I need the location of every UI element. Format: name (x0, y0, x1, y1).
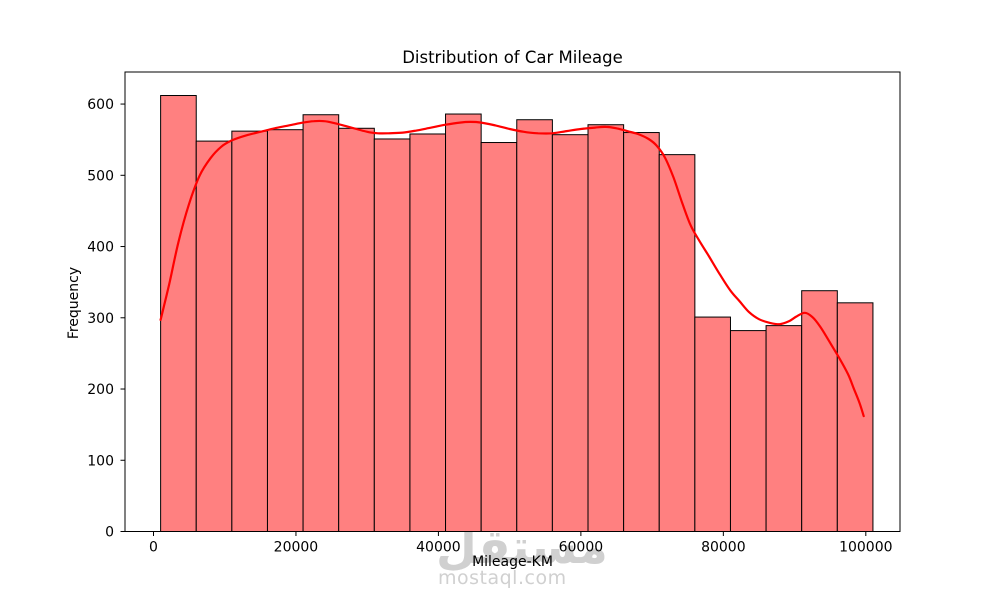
x-tick-label: 100000 (839, 540, 892, 556)
chart-title: Distribution of Car Mileage (402, 48, 623, 67)
x-tick-label: 40000 (416, 540, 461, 556)
histogram-bar (836, 302, 874, 532)
histogram-bar (480, 142, 518, 532)
x-tick-label: 0 (149, 540, 158, 556)
histogram-bars (160, 95, 874, 533)
histogram-bar (373, 138, 411, 532)
y-tick-label: 100 (87, 453, 114, 469)
y-axis-label: Frequency (66, 267, 82, 339)
histogram-bar (338, 127, 375, 532)
histogram-bar (516, 119, 553, 532)
histogram-bar (266, 129, 304, 532)
x-axis-label: Mileage-KM (472, 554, 553, 570)
y-tick-label: 0 (105, 525, 114, 541)
kde-curve (159, 119, 865, 418)
y-tick-label: 200 (87, 382, 114, 398)
histogram-bar (658, 154, 696, 532)
histogram-bar (445, 113, 482, 532)
y-tick-label: 500 (87, 168, 114, 184)
x-tick-label: 80000 (701, 540, 746, 556)
x-tick-label: 20000 (274, 540, 319, 556)
y-tick-label: 600 (87, 97, 114, 113)
axes-frame (124, 71, 901, 532)
histogram-bar (409, 133, 447, 532)
tick-marks (120, 103, 867, 536)
y-tick-label: 400 (87, 240, 114, 256)
x-tick-label: 60000 (559, 540, 604, 556)
tick-labels: 0 20000 40000 60000 80000 100000 0 100 200 300 400… (87, 97, 892, 555)
histogram-bar (765, 325, 803, 532)
mostaql-domain-text: mostaql.com (438, 567, 567, 589)
histogram-bar (231, 130, 268, 532)
histogram-bar (623, 132, 660, 533)
histogram-bar (160, 95, 197, 532)
histogram-bar (694, 316, 731, 532)
histogram-bar (587, 124, 625, 532)
histogram-bar (551, 134, 589, 532)
histogram-bar (195, 140, 233, 532)
histogram-bar (729, 330, 767, 532)
histogram-bar (302, 114, 340, 533)
histogram-bar (801, 290, 838, 532)
y-tick-label: 300 (87, 311, 114, 327)
